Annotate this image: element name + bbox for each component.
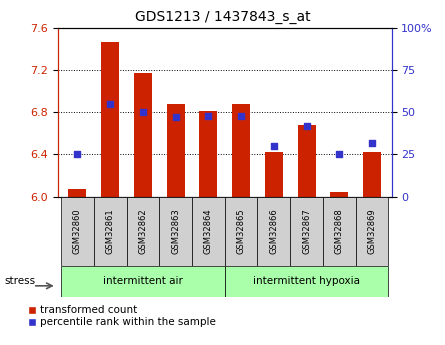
Text: GSM32869: GSM32869 — [368, 208, 376, 254]
Text: GSM32861: GSM32861 — [106, 208, 115, 254]
Point — [303, 123, 310, 128]
Bar — [298, 125, 316, 197]
Text: stress: stress — [4, 276, 36, 286]
Bar — [134, 73, 152, 197]
Text: GSM32868: GSM32868 — [335, 208, 344, 254]
Text: GSM32865: GSM32865 — [237, 208, 246, 254]
Bar — [323, 197, 356, 266]
Bar — [61, 197, 94, 266]
Point — [74, 152, 81, 157]
Bar — [232, 104, 250, 197]
Bar — [192, 197, 225, 266]
Bar — [265, 152, 283, 197]
Point — [107, 101, 114, 106]
Bar — [101, 42, 119, 197]
Point — [205, 113, 212, 118]
Bar — [290, 197, 323, 266]
Bar — [61, 266, 225, 297]
Bar — [225, 197, 258, 266]
Bar — [199, 111, 217, 197]
Point — [172, 115, 179, 120]
Text: GSM32864: GSM32864 — [204, 208, 213, 254]
Point — [139, 109, 146, 115]
Text: GSM32863: GSM32863 — [171, 208, 180, 254]
Text: GSM32862: GSM32862 — [138, 208, 147, 254]
Point — [238, 113, 245, 118]
Bar — [126, 197, 159, 266]
Text: GDS1213 / 1437843_s_at: GDS1213 / 1437843_s_at — [135, 10, 310, 24]
Text: GSM32867: GSM32867 — [302, 208, 311, 254]
Text: intermittent hypoxia: intermittent hypoxia — [253, 276, 360, 286]
Text: GSM32866: GSM32866 — [269, 208, 278, 254]
Bar — [225, 266, 388, 297]
Bar — [94, 197, 126, 266]
Legend: transformed count, percentile rank within the sample: transformed count, percentile rank withi… — [28, 305, 216, 327]
Bar — [166, 104, 185, 197]
Bar — [258, 197, 290, 266]
Point — [270, 143, 277, 149]
Text: intermittent air: intermittent air — [103, 276, 183, 286]
Text: GSM32860: GSM32860 — [73, 208, 82, 254]
Point — [368, 140, 376, 145]
Bar — [159, 197, 192, 266]
Bar — [356, 197, 388, 266]
Bar — [330, 193, 348, 197]
Point — [336, 152, 343, 157]
Bar — [363, 152, 381, 197]
Bar — [69, 189, 86, 197]
